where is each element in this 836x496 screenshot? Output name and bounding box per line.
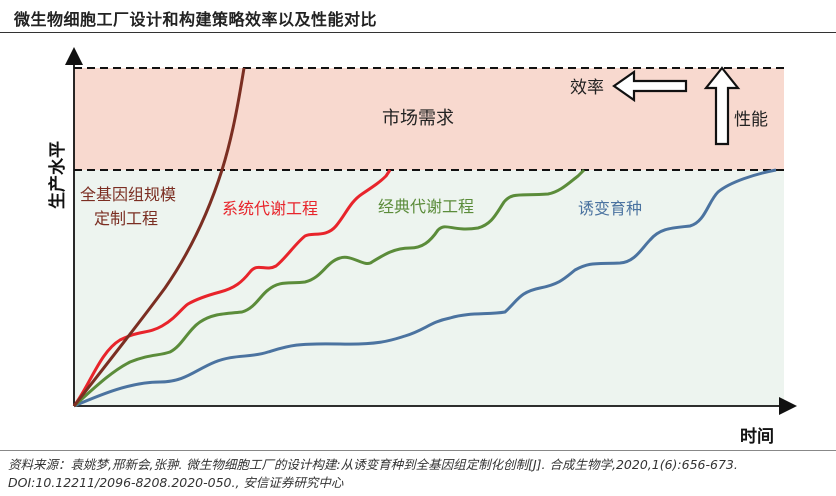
y-axis-label: 生产水平 <box>47 141 68 209</box>
mutagenesis-breeding-curve <box>73 168 777 408</box>
x-axis-label: 时间 <box>740 426 774 447</box>
classical-metabolic-label: 经典代谢工程 <box>378 197 474 216</box>
strategy-comparison-diagram: 生产水平 时间 市场需求 效率 性能 全基因组规模 定制工程 系统代谢工程 经典… <box>47 47 797 447</box>
performance-label: 性能 <box>734 110 768 130</box>
performance-arrow <box>703 66 741 146</box>
genome-scale-label-line1: 全基因组规模 <box>80 185 176 204</box>
genome-scale-label-line2: 定制工程 <box>94 209 158 228</box>
footer-divider <box>0 450 836 451</box>
efficiency-label: 效率 <box>570 78 604 98</box>
title-divider <box>0 32 836 33</box>
market-demand-label: 市场需求 <box>382 108 454 129</box>
genome-scale-custom-engineering-curve <box>72 67 246 407</box>
page-title: 微生物细胞工厂设计和构建策略效率以及性能对比 <box>14 10 378 29</box>
efficiency-arrow <box>612 69 688 103</box>
baseline-region <box>74 170 784 406</box>
systems-metabolic-engineering-curve <box>72 169 392 407</box>
mutagenesis-breeding-label: 诱变育种 <box>578 199 642 218</box>
source-note: 资料来源：袁姚梦,邢新会,张翀. 微生物细胞工厂的设计构建:从诱变育种到全基因组… <box>8 457 738 490</box>
systems-metabolic-label: 系统代谢工程 <box>222 199 318 218</box>
classical-metabolic-engineering-curve <box>73 168 586 408</box>
